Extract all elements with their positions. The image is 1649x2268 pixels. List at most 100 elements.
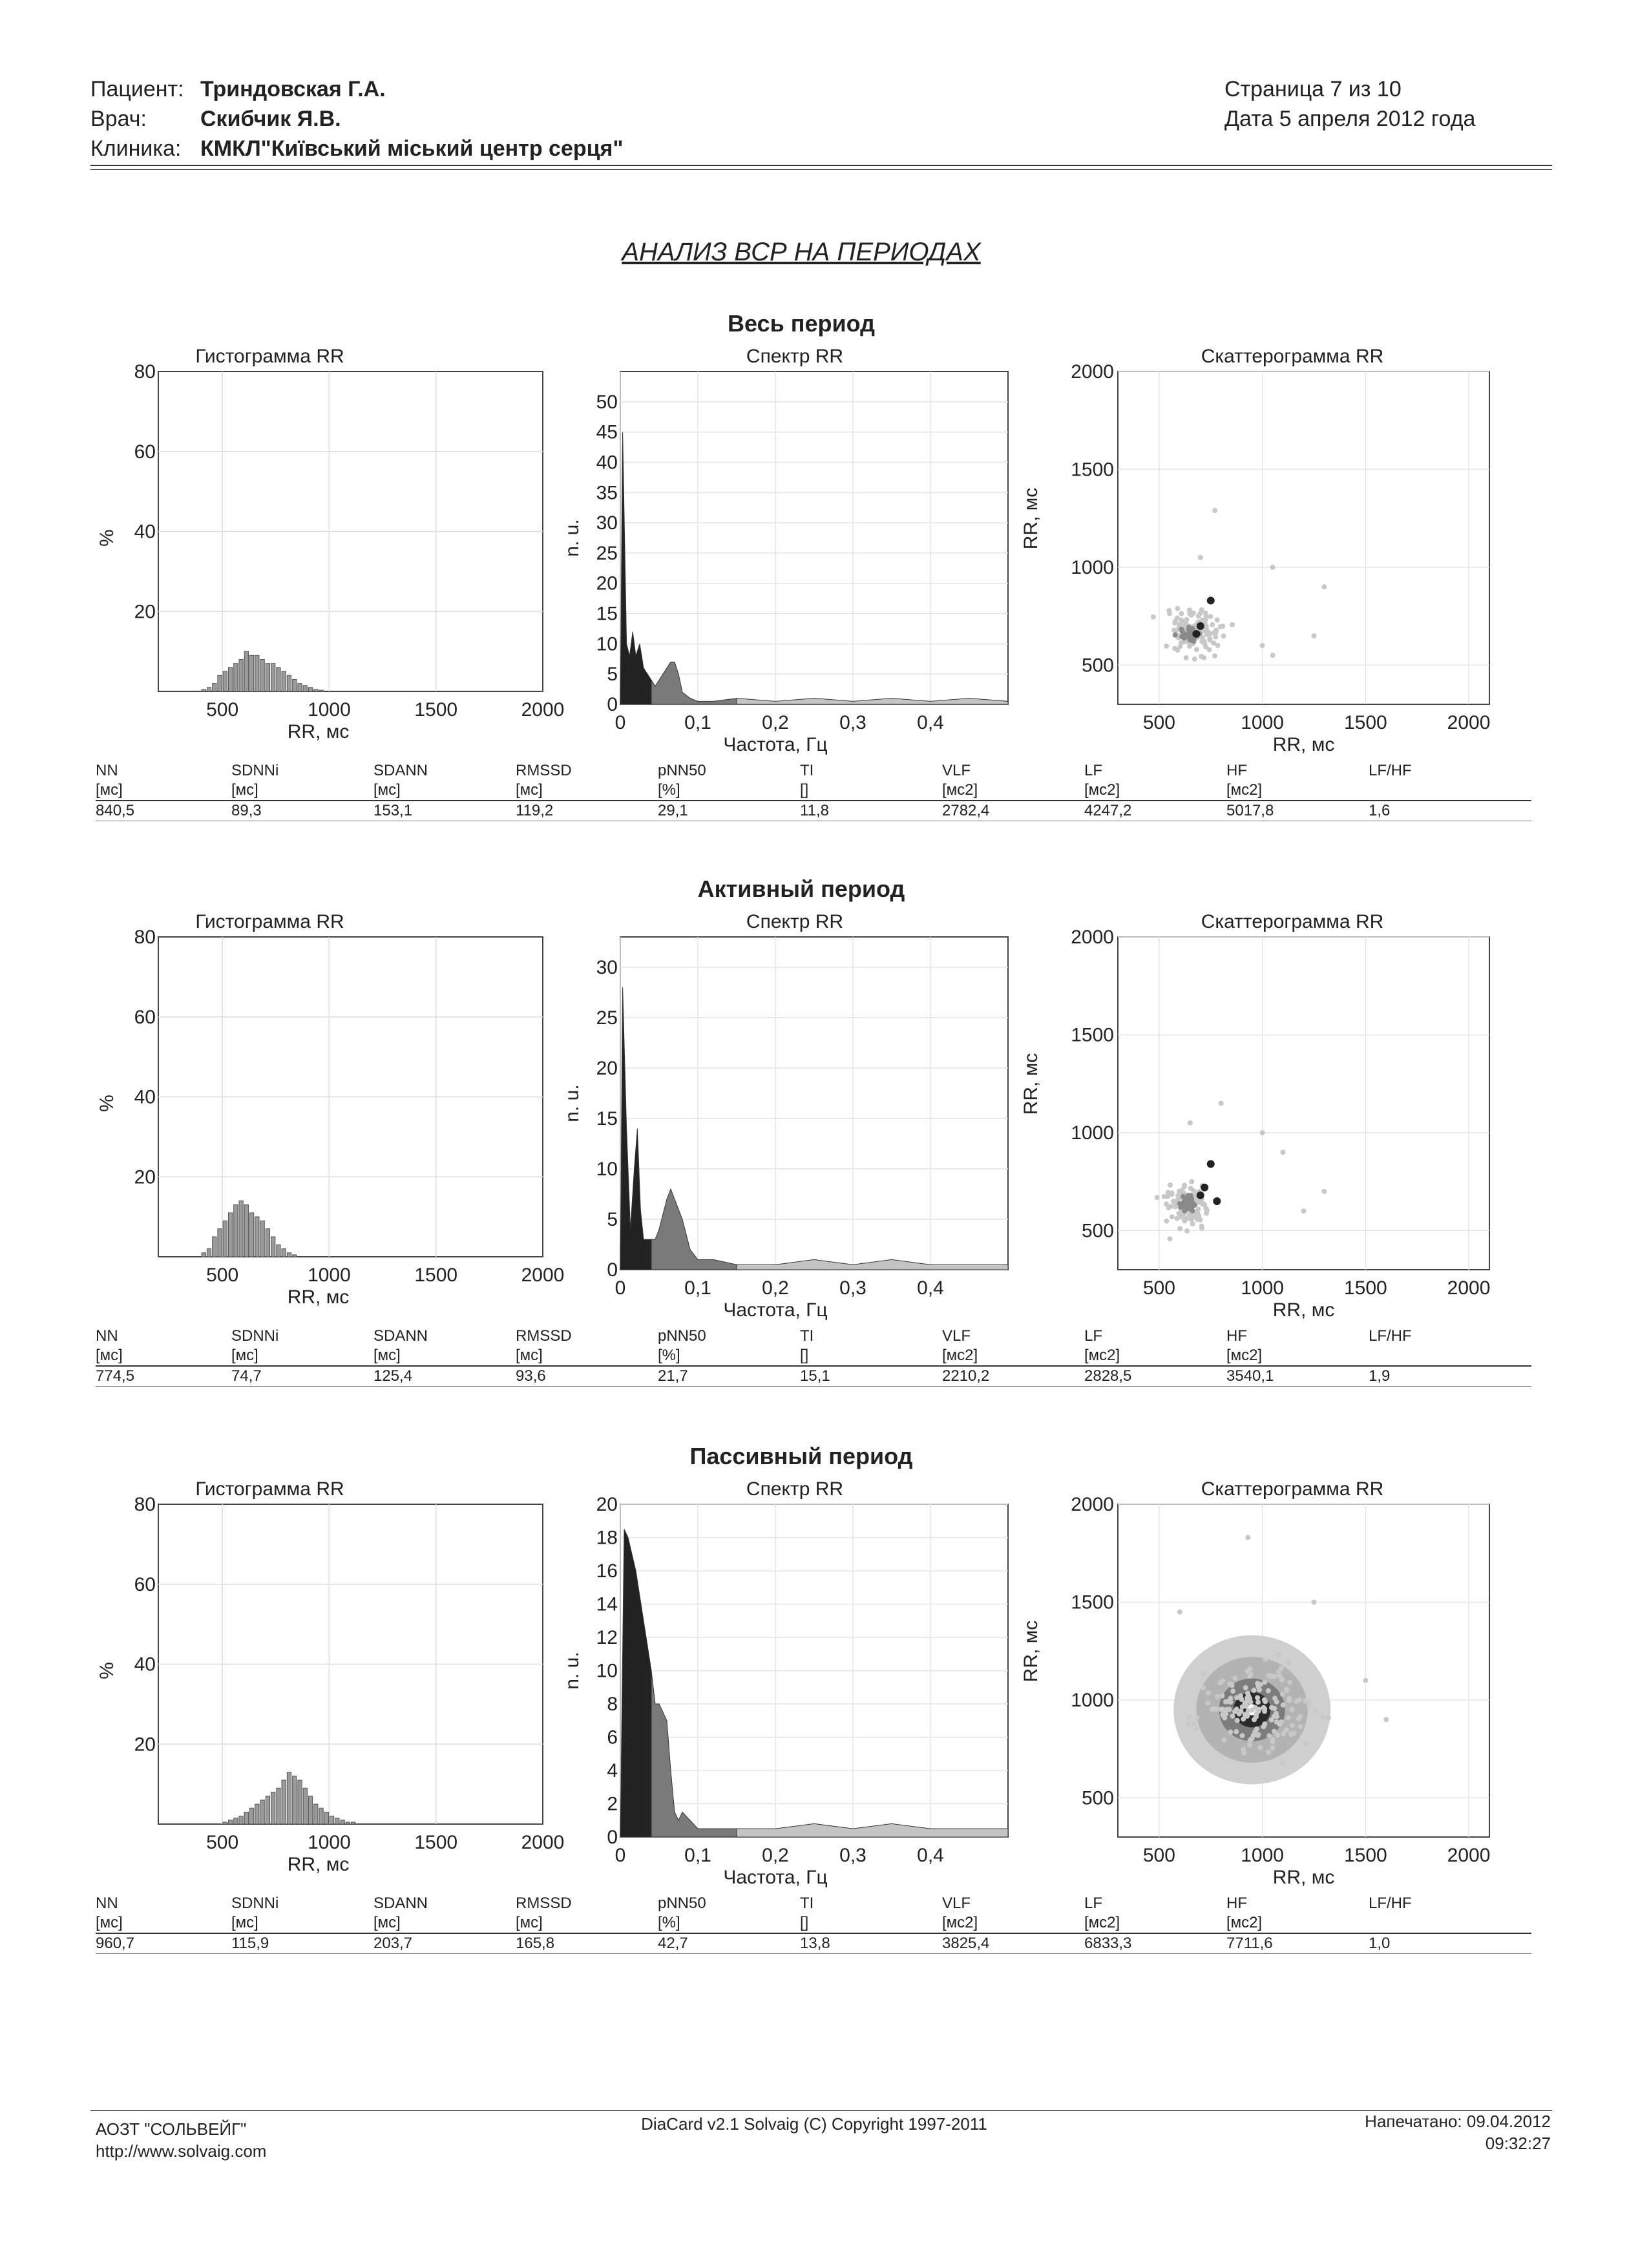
stats-unit-cell: [мс2] <box>1226 1914 1263 1931</box>
y-tick-label: 2000 <box>1071 927 1114 948</box>
stats-units-row: [мс] [мс] [мс] [мс] [%] [] [мс2] [мс2] [мс2] <box>96 1346 1531 1365</box>
scatter-point <box>1194 1217 1200 1223</box>
y-tick-label: 30 <box>596 957 618 978</box>
x-tick-label: 0,2 <box>762 1277 789 1299</box>
stats-value-cell: 119,2 <box>516 802 554 819</box>
histogram-title: Гистограмма RR <box>195 1478 344 1500</box>
axis-label: Частота, Гц <box>723 1867 827 1888</box>
stats-header-cell: TI <box>800 1895 814 1912</box>
scatter-point <box>1280 1702 1286 1708</box>
scatter-point <box>1262 1679 1268 1685</box>
footer-software: DiaCard v2.1 Solvaig (C) Copyright 1997-… <box>641 2114 987 2134</box>
section-title: Активный период <box>697 876 905 902</box>
clinic-name: КМКЛ"Київський міський центр серця" <box>200 136 624 161</box>
stats-value-cell: 1,9 <box>1369 1367 1391 1385</box>
scatter-point <box>1214 617 1220 623</box>
scatter-point <box>1165 1193 1171 1199</box>
histogram-bar <box>201 1252 206 1257</box>
scatter-chart: 500 1000 1500 2000 500 1000 1500 2000 RR, мс RR, … <box>1020 361 1490 755</box>
stats-value-cell: 115,9 <box>231 1935 269 1952</box>
scatter-point <box>1245 1535 1251 1540</box>
stats-value-cell: 125,4 <box>373 1367 413 1385</box>
scatter-point <box>1184 1197 1190 1203</box>
footer-url[interactable]: http://www.solvaig.com <box>96 2141 267 2161</box>
scatter-point <box>1179 611 1184 616</box>
scatter-point <box>1265 1688 1271 1694</box>
scatter-point <box>1221 633 1226 639</box>
y-tick-label: 1000 <box>1071 1690 1114 1711</box>
scatter-point <box>1248 1672 1254 1677</box>
histogram-bar <box>244 1204 249 1257</box>
stats-unit-cell: [мс] <box>516 781 543 799</box>
scatter-point <box>1168 1182 1173 1188</box>
y-tick-label: 80 <box>134 1494 156 1515</box>
stats-value-cell: 5017,8 <box>1226 802 1274 819</box>
axis-label: n. u. <box>562 1652 583 1689</box>
scatter-point <box>1255 1708 1261 1714</box>
stats-value-cell: 15,1 <box>800 1367 830 1385</box>
scatter-point <box>1206 647 1212 653</box>
scatter-point <box>1194 1715 1200 1721</box>
y-tick-label: 40 <box>134 1654 156 1675</box>
histogram-bar <box>286 675 292 692</box>
scatter-point <box>1287 1679 1293 1685</box>
scatter-point <box>1321 1188 1327 1194</box>
stats-value-cell: 1,6 <box>1369 802 1391 819</box>
stats-value-cell: 774,5 <box>96 1367 135 1385</box>
y-tick-label: 2 <box>607 1794 618 1815</box>
scatter-point <box>1302 1698 1308 1704</box>
histogram-bar <box>249 1212 255 1257</box>
x-tick-label: 500 <box>1143 712 1175 733</box>
scatter-point <box>1220 1678 1226 1684</box>
scatter-point <box>1275 1732 1281 1738</box>
scatter-point <box>1301 1208 1307 1214</box>
spectrum-lf-area <box>651 1670 737 1838</box>
stats-header-row: NN SDNNi SDANN RMSSD pNN50 TI VLF LF HF LF/HF <box>96 1894 1531 1913</box>
y-tick-label: 1000 <box>1071 1122 1114 1144</box>
scatter-point <box>1199 1225 1205 1231</box>
scatter-point <box>1187 1120 1193 1126</box>
stats-header-cell: SDNNi <box>231 762 279 779</box>
scatter-point <box>1270 564 1276 570</box>
x-tick-label: 500 <box>1143 1277 1175 1299</box>
y-tick-label: 1500 <box>1071 1024 1114 1045</box>
histogram-bar <box>222 1822 227 1825</box>
scatter-point <box>1164 643 1170 649</box>
histogram-bar <box>265 663 271 692</box>
x-tick-label: 1000 <box>1241 1845 1284 1866</box>
doctor-name: Скибчик Я.В. <box>200 107 341 131</box>
stats-unit-cell: [мс2] <box>1084 781 1120 799</box>
scatter-point <box>1241 1716 1246 1722</box>
stats-unit-cell: [мс2] <box>942 781 978 799</box>
histogram-bar <box>206 1248 212 1257</box>
x-tick-label: 0,2 <box>762 712 789 733</box>
scatter-point <box>1234 1695 1240 1701</box>
y-tick-label: 40 <box>134 1087 156 1108</box>
spectrum-lf-area <box>651 1188 737 1270</box>
axis-label: RR, мс <box>288 721 350 742</box>
scatter-point <box>1204 628 1210 634</box>
histogram-bar <box>255 1803 260 1825</box>
scatter-point <box>1259 643 1265 649</box>
histogram-title: Гистограмма RR <box>195 346 344 367</box>
scatter-point <box>1239 1733 1245 1739</box>
scatter-point <box>1280 1760 1286 1766</box>
scatter-point <box>1288 1731 1294 1737</box>
scatter-point <box>1212 631 1218 636</box>
scatter-point <box>1189 1179 1195 1184</box>
scatter-point <box>1186 1212 1192 1217</box>
footer-left: АОЗТ "СОЛЬВЕЙГ" http://www.solvaig.com <box>96 2118 266 2162</box>
scatter-point <box>1278 1665 1284 1671</box>
stats-value-cell: 203,7 <box>373 1935 413 1952</box>
stats-value-cell: 29,1 <box>658 802 688 819</box>
y-tick-label: 500 <box>1082 1787 1114 1809</box>
scatter-point <box>1277 1673 1283 1679</box>
x-tick-label: 0,1 <box>684 712 711 733</box>
scatter-point <box>1196 622 1204 630</box>
scatter-point <box>1261 1705 1266 1710</box>
stats-value-cell: 6833,3 <box>1084 1935 1132 1952</box>
spectrum-title: Спектр RR <box>746 911 844 932</box>
stats-unit-cell: [мс] <box>231 1914 258 1931</box>
y-tick-label: 80 <box>134 361 156 383</box>
axis-label: RR, мс <box>1273 1299 1335 1321</box>
